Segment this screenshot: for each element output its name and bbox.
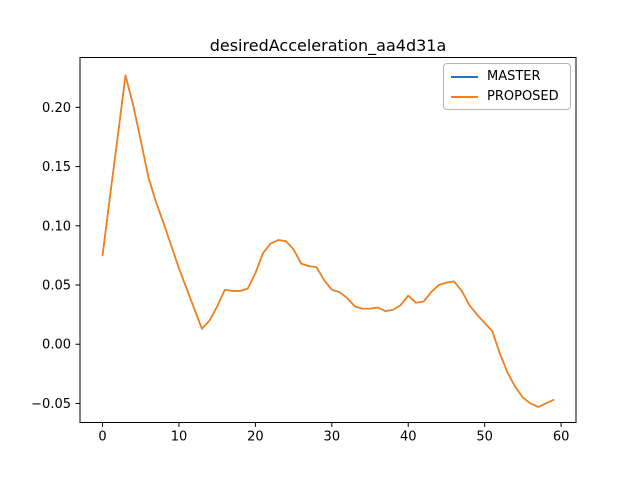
legend-label-master: MASTER <box>487 69 541 84</box>
legend-box: MASTER PROPOSED <box>443 63 571 110</box>
y-tick-label: 0.20 <box>42 101 71 116</box>
x-tick-label: 60 <box>553 429 570 444</box>
legend-label-proposed: PROPOSED <box>487 89 559 104</box>
x-tick-label: 40 <box>400 429 417 444</box>
x-tick-label: 20 <box>247 429 264 444</box>
y-tick-label: 0.10 <box>42 219 71 234</box>
y-tick-label: 0.05 <box>42 279 71 294</box>
series-line-proposed <box>101 74 555 408</box>
axes-frame <box>79 57 577 423</box>
x-tick-label: 50 <box>476 429 493 444</box>
legend-item-proposed: PROPOSED <box>451 89 563 104</box>
proposed-line-swatch <box>451 95 478 98</box>
x-tick-label: 10 <box>171 429 188 444</box>
y-tick-label: 0.15 <box>42 160 71 175</box>
y-tick-label: −0.05 <box>31 397 71 412</box>
y-tick-label: 0.00 <box>42 338 71 353</box>
x-tick-label: 30 <box>324 429 341 444</box>
master-line-swatch <box>451 75 478 78</box>
legend-item-master: MASTER <box>451 69 563 84</box>
x-tick-label: 0 <box>98 429 106 444</box>
chart-title: desiredAcceleration_aa4d31a <box>209 36 447 55</box>
